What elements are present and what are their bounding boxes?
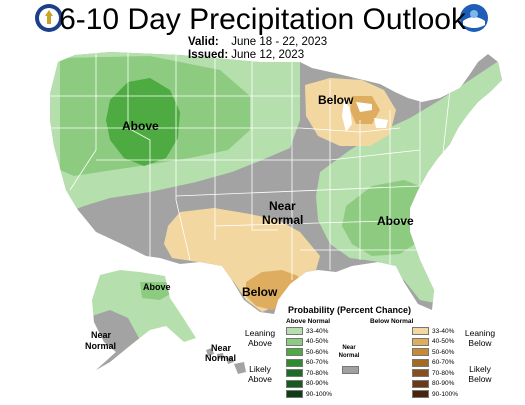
page-title: 6-10 Day Precipitation Outlook xyxy=(59,3,466,36)
legend-below-range-6: 90-100% xyxy=(432,390,459,398)
legend-above-header: Above Normal xyxy=(286,318,331,325)
legend-above-swatch-5 xyxy=(286,379,303,388)
legend-above-range-1: 40-50% xyxy=(306,338,329,345)
issued-value: June 12, 2023 xyxy=(231,49,305,61)
legend-above-range-6: 90-100% xyxy=(306,390,333,398)
legend-above-swatch-4 xyxy=(286,369,303,377)
legend-below-swatch-5 xyxy=(412,379,429,388)
map-label-alaska-near: Near xyxy=(91,330,112,340)
legend-above-swatch-6 xyxy=(286,390,303,398)
map-label-great-lakes-below: Below xyxy=(318,93,354,107)
legend-likely-below: Likely Below xyxy=(468,364,492,384)
valid-value: June 18 - 22, 2023 xyxy=(231,36,328,48)
map-label-central-near: Near xyxy=(269,199,296,213)
great-lakes-water xyxy=(342,100,388,132)
legend-below-range-5: 80-90% xyxy=(432,380,455,387)
legend-below-swatch-4 xyxy=(412,369,429,377)
doc-seal-icon xyxy=(35,4,63,32)
valid-label: Valid: xyxy=(188,36,219,48)
legend-above-range-4: 70-80% xyxy=(306,369,329,377)
state-borders xyxy=(50,52,451,280)
legend-above-swatch-2 xyxy=(286,348,303,356)
legend-above-range-3: 60-70% xyxy=(306,359,329,366)
legend-below-swatch-2 xyxy=(412,348,429,356)
legend-below-range-2: 50-60% xyxy=(432,348,455,356)
legend-below-range-3: 60-70% xyxy=(432,359,455,366)
map-label-west-above: Above xyxy=(122,119,159,133)
legend-below-range-4: 70-80% xyxy=(432,369,455,377)
legend-above-range-2: 50-60% xyxy=(306,348,329,356)
legend-likely-above: Likely Above xyxy=(247,364,273,384)
legend-below-header: Below Normal xyxy=(370,318,414,325)
noaa-logo-icon xyxy=(460,4,488,32)
legend-above-swatch-1 xyxy=(286,337,303,346)
map-label-alaska-above: Above xyxy=(143,282,171,292)
conus xyxy=(50,52,502,314)
map-label-texas-below: Below xyxy=(242,285,278,299)
west-50-60-region xyxy=(106,78,180,166)
map-label-hawaii-normal: Normal xyxy=(205,353,237,363)
legend: Probability (Percent Chance) Above Norma… xyxy=(236,300,525,405)
issued-label: Issued: xyxy=(188,49,229,61)
map-label-central-normal: Normal xyxy=(262,213,304,227)
legend-near-normal: Near Normal xyxy=(338,345,360,359)
legend-below-range-1: 40-50% xyxy=(432,338,455,345)
issued-date: Issued: June 12, 2023 xyxy=(188,49,304,61)
legend-title: Probability (Percent Chance) xyxy=(288,305,412,315)
map-label-hawaii-near: Near xyxy=(211,343,232,353)
legend-leaning-above: Leaning Above xyxy=(244,328,276,348)
legend-below-range-0: 33-40% xyxy=(432,327,455,335)
valid-dates: Valid: June 18 - 22, 2023 xyxy=(188,36,327,48)
alaska-40-50-region xyxy=(140,282,170,300)
legend-below-swatch-0 xyxy=(412,327,429,335)
map-label-southeast-above: Above xyxy=(377,214,414,228)
legend-below-swatch-3 xyxy=(412,358,429,367)
legend-above-range-0: 33-40% xyxy=(306,327,329,335)
legend-above-swatch-0 xyxy=(286,327,303,335)
legend-below-swatch-6 xyxy=(412,390,429,398)
map-label-alaska-normal: Normal xyxy=(85,341,117,351)
legend-below-swatch-1 xyxy=(412,337,429,346)
legend-leaning-below: Leaning Below xyxy=(464,328,496,348)
hawaii xyxy=(206,348,246,374)
legend-above-swatch-3 xyxy=(286,358,303,367)
legend-near-swatch xyxy=(342,366,359,374)
alaska xyxy=(92,270,196,370)
legend-above-range-5: 80-90% xyxy=(306,380,329,387)
